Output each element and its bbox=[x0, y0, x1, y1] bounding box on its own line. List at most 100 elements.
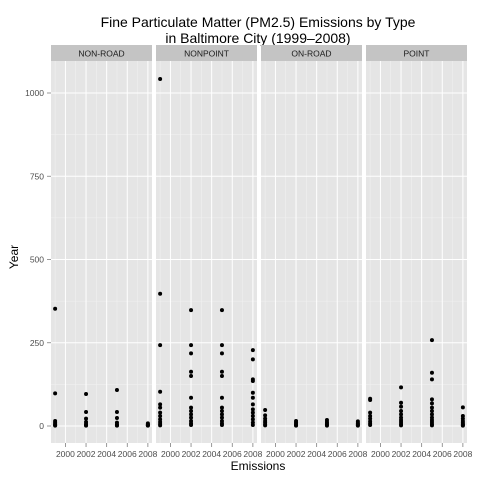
data-point bbox=[189, 308, 194, 313]
data-point bbox=[189, 412, 194, 417]
x-axis-ticks: 2000 2002 2004 2006 2008 bbox=[371, 443, 473, 459]
data-point bbox=[324, 423, 329, 428]
x-tick-label: 2004 bbox=[307, 449, 326, 459]
data-point bbox=[429, 409, 434, 414]
data-point bbox=[429, 401, 434, 406]
data-point bbox=[189, 374, 194, 379]
data-point bbox=[114, 388, 119, 393]
strip-point bbox=[366, 45, 467, 61]
strip-non-road bbox=[51, 45, 152, 61]
data-point bbox=[355, 423, 360, 428]
data-point bbox=[158, 402, 163, 407]
data-point bbox=[429, 405, 434, 410]
x-axis-ticks: 2000 2002 2004 2006 2008 bbox=[266, 443, 368, 459]
data-point bbox=[219, 412, 224, 417]
data-points bbox=[263, 408, 360, 428]
data-point bbox=[158, 414, 163, 419]
data-points bbox=[53, 306, 150, 428]
data-point bbox=[250, 410, 255, 415]
x-tick-label: 2004 bbox=[412, 449, 431, 459]
data-point bbox=[399, 409, 404, 414]
data-point bbox=[429, 338, 434, 343]
x-axis-ticks: 2000 2002 2004 2006 2008 bbox=[161, 443, 263, 459]
data-point bbox=[114, 410, 119, 415]
data-point bbox=[399, 404, 404, 409]
strip-label-nonpoint: NONPOINT bbox=[184, 49, 229, 59]
data-point bbox=[368, 410, 373, 415]
x-axis-ticks: 2000 2002 2004 2006 2008 bbox=[56, 443, 158, 459]
data-point bbox=[429, 423, 434, 428]
panel-nonpoint: NONPOINT 2000 2002 2004 2006 2008 bbox=[156, 45, 263, 459]
data-point bbox=[84, 423, 89, 428]
data-point bbox=[368, 398, 373, 403]
panel-on-road: ON-ROAD 2000 2002 2004 2006 2008 bbox=[261, 45, 368, 459]
data-point bbox=[250, 417, 255, 422]
data-point bbox=[399, 385, 404, 390]
x-tick-label: 2006 bbox=[118, 449, 137, 459]
strip-label-non-road: NON-ROAD bbox=[78, 49, 124, 59]
data-point bbox=[250, 395, 255, 400]
x-tick-label: 2006 bbox=[433, 449, 452, 459]
panel-background bbox=[261, 61, 362, 443]
x-tick-label: 2004 bbox=[97, 449, 116, 459]
chart-title-line-1: Fine Particulate Matter (PM2.5) Emission… bbox=[101, 14, 416, 30]
x-tick-label: 2002 bbox=[287, 449, 306, 459]
data-point bbox=[429, 397, 434, 402]
strip-label-on-road: ON-ROAD bbox=[291, 49, 331, 59]
data-point bbox=[399, 423, 404, 428]
data-point bbox=[263, 413, 268, 418]
data-point bbox=[53, 306, 58, 311]
data-point bbox=[189, 343, 194, 348]
chart-title-line-2: in Baltimore City (1999–2008) bbox=[165, 30, 350, 46]
data-point bbox=[219, 409, 224, 414]
data-point bbox=[189, 369, 194, 374]
strip-nonpoint bbox=[156, 45, 257, 61]
x-tick-label: 2004 bbox=[202, 449, 221, 459]
strip-on-road bbox=[261, 45, 362, 61]
x-tick-label: 2006 bbox=[223, 449, 242, 459]
data-point bbox=[250, 357, 255, 362]
x-tick-label: 2000 bbox=[56, 449, 75, 459]
y-axis-ticks: 0 250 500 750 1000 bbox=[25, 88, 51, 431]
data-point bbox=[294, 423, 299, 428]
data-point bbox=[263, 408, 268, 413]
data-point bbox=[189, 415, 194, 420]
gridlines bbox=[261, 61, 362, 443]
data-point bbox=[219, 415, 224, 420]
data-point bbox=[250, 423, 255, 428]
data-point bbox=[263, 423, 268, 428]
data-point bbox=[189, 423, 194, 428]
data-point bbox=[460, 405, 465, 410]
data-point bbox=[189, 395, 194, 400]
x-tick-label: 2000 bbox=[371, 449, 390, 459]
x-tick-label: 2002 bbox=[392, 449, 411, 459]
data-point bbox=[158, 405, 163, 410]
data-point bbox=[114, 416, 119, 421]
y-tick-label: 750 bbox=[30, 171, 44, 181]
data-point bbox=[145, 423, 150, 428]
data-point bbox=[158, 343, 163, 348]
strip-label-point: POINT bbox=[404, 49, 430, 59]
data-point bbox=[219, 405, 224, 410]
gridlines bbox=[51, 61, 152, 443]
data-point bbox=[84, 392, 89, 397]
data-point bbox=[219, 308, 224, 313]
data-point bbox=[399, 400, 404, 405]
data-point bbox=[114, 423, 119, 428]
data-point bbox=[53, 423, 58, 428]
y-tick-label: 1000 bbox=[25, 88, 44, 98]
x-tick-label: 2002 bbox=[182, 449, 201, 459]
x-tick-label: 2008 bbox=[138, 449, 157, 459]
data-point bbox=[429, 377, 434, 382]
data-point bbox=[250, 407, 255, 412]
x-tick-label: 2008 bbox=[243, 449, 262, 459]
data-point bbox=[189, 405, 194, 410]
data-point bbox=[219, 343, 224, 348]
panel-point: POINT 2000 2002 2004 2006 2008 bbox=[366, 45, 473, 459]
data-point bbox=[250, 414, 255, 419]
x-tick-label: 2008 bbox=[453, 449, 472, 459]
x-tick-label: 2000 bbox=[161, 449, 180, 459]
data-point bbox=[189, 351, 194, 356]
